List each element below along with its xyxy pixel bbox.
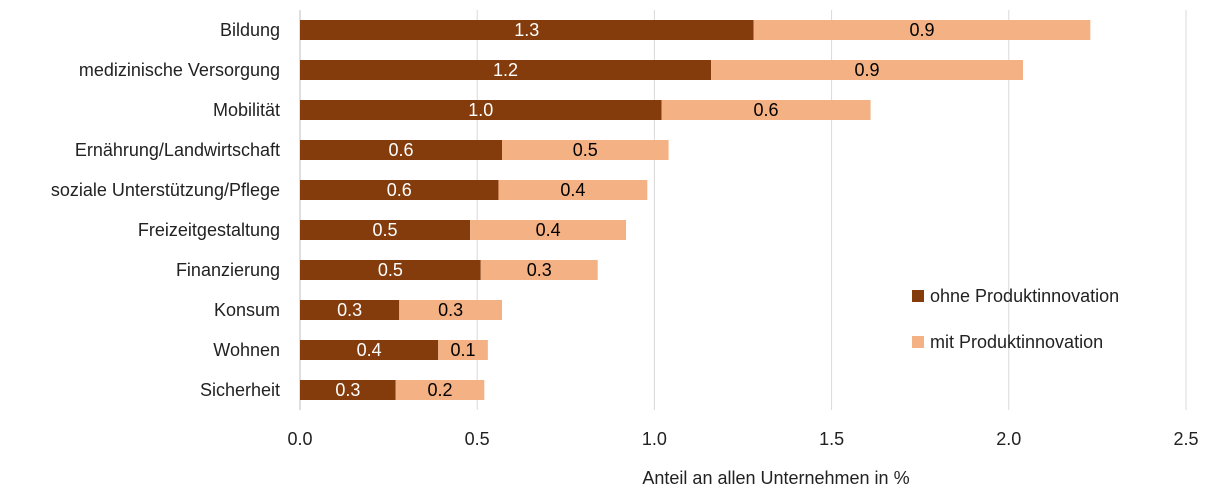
category-label: Freizeitgestaltung bbox=[138, 220, 280, 240]
data-label: 0.9 bbox=[909, 20, 934, 40]
data-label: 0.5 bbox=[373, 220, 398, 240]
data-label: 0.2 bbox=[427, 380, 452, 400]
x-tick-label: 1.0 bbox=[642, 429, 667, 449]
category-labels: Bildung medizinische Versorgung Mobilität E… bbox=[51, 20, 280, 400]
bar-segment bbox=[300, 20, 754, 40]
data-label: 1.3 bbox=[514, 20, 539, 40]
x-tick-labels: 0.0 0.5 1.0 1.5 2.0 2.5 bbox=[287, 429, 1198, 449]
data-label: 0.3 bbox=[335, 380, 360, 400]
bar-segment bbox=[300, 260, 481, 280]
bar-segment bbox=[711, 60, 1023, 80]
category-label: Wohnen bbox=[213, 340, 280, 360]
bar-segment bbox=[300, 140, 503, 160]
bar-segment bbox=[300, 180, 499, 200]
data-label: 0.6 bbox=[754, 100, 779, 120]
x-axis-title: Anteil an allen Unternehmen in % bbox=[642, 468, 909, 488]
bar-segment bbox=[399, 300, 503, 320]
legend: ohne Produktinnovation mit Produktinnovat… bbox=[912, 286, 1119, 352]
data-label: 0.6 bbox=[387, 180, 412, 200]
legend-swatch bbox=[912, 290, 924, 302]
legend-swatch bbox=[912, 336, 924, 348]
bar-segment bbox=[502, 140, 669, 160]
bar-segment bbox=[395, 380, 485, 400]
bar-segment bbox=[661, 100, 871, 120]
category-label: Mobilität bbox=[213, 100, 280, 120]
x-tick-label: 0.0 bbox=[287, 429, 312, 449]
bar-segment bbox=[300, 100, 662, 120]
bar-segment bbox=[300, 380, 396, 400]
category-label: Sicherheit bbox=[200, 380, 280, 400]
bar-segment bbox=[480, 260, 598, 280]
bar-segment bbox=[438, 340, 488, 360]
bars: 1.3 0.9 1.2 0.9 1.0 0.6 0.6 0.5 0.6 0.4 0.5 0.4 0.5 0… bbox=[300, 20, 1091, 400]
category-label: medizinische Versorgung bbox=[79, 60, 280, 80]
data-label: 0.5 bbox=[378, 260, 403, 280]
x-tick-label: 0.5 bbox=[465, 429, 490, 449]
x-tick-label: 1.5 bbox=[819, 429, 844, 449]
data-label: 0.1 bbox=[451, 340, 476, 360]
category-label: Finanzierung bbox=[176, 260, 280, 280]
bar-segment bbox=[300, 340, 439, 360]
bar-segment bbox=[300, 60, 712, 80]
legend-label: mit Produktinnovation bbox=[930, 332, 1103, 352]
category-label: Ernährung/Landwirtschaft bbox=[75, 140, 280, 160]
data-label: 0.3 bbox=[527, 260, 552, 280]
data-label: 0.4 bbox=[560, 180, 585, 200]
x-tick-label: 2.0 bbox=[996, 429, 1021, 449]
bar-segment bbox=[300, 220, 471, 240]
legend-label: ohne Produktinnovation bbox=[930, 286, 1119, 306]
data-label: 0.6 bbox=[388, 140, 413, 160]
x-tick-label: 2.5 bbox=[1173, 429, 1198, 449]
category-label: Konsum bbox=[214, 300, 280, 320]
data-label: 0.5 bbox=[573, 140, 598, 160]
data-label: 1.0 bbox=[468, 100, 493, 120]
bar-segment bbox=[753, 20, 1091, 40]
bar-segment bbox=[498, 180, 648, 200]
data-label: 0.4 bbox=[536, 220, 561, 240]
bar-segment bbox=[300, 300, 400, 320]
data-label: 0.3 bbox=[438, 300, 463, 320]
bar-segment bbox=[470, 220, 627, 240]
category-label: Bildung bbox=[220, 20, 280, 40]
data-label: 1.2 bbox=[493, 60, 518, 80]
data-label: 0.4 bbox=[357, 340, 382, 360]
data-label: 0.9 bbox=[855, 60, 880, 80]
data-label: 0.3 bbox=[337, 300, 362, 320]
category-label: soziale Unterstützung/Pflege bbox=[51, 180, 280, 200]
